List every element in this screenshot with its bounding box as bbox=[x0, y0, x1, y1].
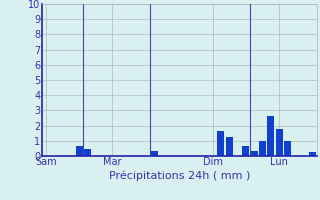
Bar bbox=[217, 131, 224, 156]
Bar bbox=[309, 152, 316, 156]
Bar bbox=[284, 141, 291, 156]
Bar bbox=[276, 129, 283, 156]
Bar bbox=[226, 137, 233, 156]
X-axis label: Précipitations 24h ( mm ): Précipitations 24h ( mm ) bbox=[108, 170, 250, 181]
Bar bbox=[242, 146, 250, 156]
Bar bbox=[251, 151, 258, 156]
Bar bbox=[268, 116, 275, 156]
Bar bbox=[259, 141, 266, 156]
Bar bbox=[151, 151, 158, 156]
Bar bbox=[84, 149, 91, 156]
Bar bbox=[76, 146, 83, 156]
